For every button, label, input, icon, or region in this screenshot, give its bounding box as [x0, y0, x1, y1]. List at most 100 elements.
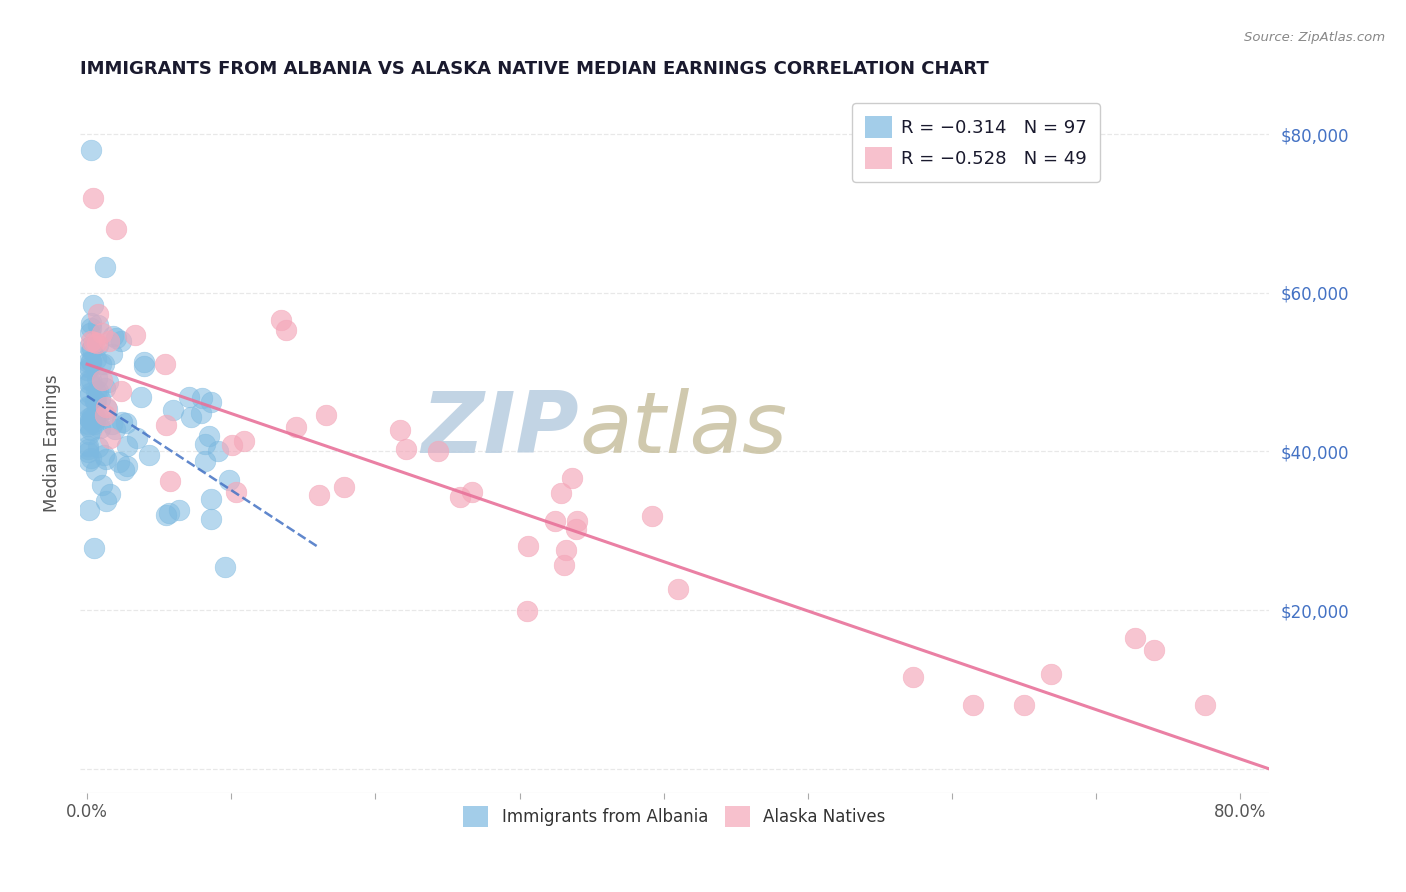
Text: IMMIGRANTS FROM ALBANIA VS ALASKA NATIVE MEDIAN EARNINGS CORRELATION CHART: IMMIGRANTS FROM ALBANIA VS ALASKA NATIVE…: [80, 60, 988, 78]
Point: [86, 370, 108, 384]
Point: [77, 410, 100, 425]
Point: [76, 417, 98, 431]
Point: [80, 321, 103, 335]
Point: [101, 347, 124, 361]
Point: [191, 392, 214, 406]
Point: [565, 522, 588, 536]
Point: [200, 395, 222, 409]
Point: [76, 442, 98, 456]
Point: [86, 338, 108, 352]
Point: [134, 354, 156, 368]
Point: [86, 336, 108, 351]
Point: [77, 439, 100, 453]
Point: [214, 560, 236, 574]
Point: [77, 355, 100, 369]
Point: [80, 341, 103, 355]
Point: [76, 362, 98, 376]
Point: [77, 340, 100, 354]
Point: [138, 448, 160, 462]
Point: [315, 409, 337, 423]
Point: [1012, 698, 1035, 713]
Point: [198, 429, 221, 443]
Point: [97, 334, 120, 348]
Point: [76, 419, 98, 434]
Text: atlas: atlas: [579, 388, 787, 471]
Point: [94, 260, 117, 274]
Point: [270, 313, 292, 327]
Point: [83, 541, 105, 555]
Point: [516, 604, 538, 618]
Point: [91, 477, 114, 491]
Point: [86, 318, 108, 332]
Point: [180, 410, 202, 425]
Point: [153, 357, 176, 371]
Point: [94, 401, 117, 415]
Point: [125, 431, 148, 445]
Point: [87, 307, 110, 321]
Point: [333, 480, 356, 494]
Point: [77, 445, 100, 459]
Point: [110, 334, 132, 348]
Point: [80, 451, 103, 466]
Point: [668, 582, 690, 596]
Y-axis label: Median Earnings: Median Earnings: [44, 375, 60, 512]
Point: [90, 374, 112, 388]
Point: [79, 386, 101, 401]
Point: [84, 410, 107, 425]
Point: [388, 423, 411, 437]
Point: [221, 438, 243, 452]
Point: [104, 422, 127, 436]
Point: [82, 298, 104, 312]
Point: [83, 334, 105, 349]
Point: [517, 539, 540, 553]
Point: [94, 408, 117, 422]
Point: [80, 355, 103, 369]
Point: [82, 191, 104, 205]
Point: [155, 508, 177, 523]
Point: [427, 444, 450, 458]
Point: [112, 463, 135, 477]
Point: [89, 420, 111, 434]
Point: [115, 416, 138, 430]
Point: [132, 359, 155, 373]
Point: [76, 401, 98, 415]
Legend: Immigrants from Albania, Alaska Natives: Immigrants from Albania, Alaska Natives: [457, 799, 893, 833]
Point: [77, 360, 100, 375]
Point: [108, 455, 131, 469]
Point: [232, 434, 254, 448]
Point: [162, 403, 184, 417]
Point: [86, 440, 108, 454]
Point: [159, 475, 181, 489]
Point: [79, 376, 101, 391]
Point: [105, 331, 128, 345]
Point: [94, 494, 117, 508]
Point: [84, 395, 107, 409]
Point: [962, 698, 984, 713]
Point: [89, 392, 111, 406]
Point: [200, 512, 222, 526]
Point: [225, 484, 247, 499]
Point: [117, 439, 139, 453]
Point: [117, 458, 139, 473]
Point: [77, 426, 100, 441]
Point: [98, 431, 121, 445]
Point: [190, 406, 212, 420]
Point: [93, 448, 115, 462]
Point: [91, 326, 114, 341]
Point: [131, 391, 153, 405]
Point: [395, 442, 418, 456]
Point: [101, 417, 124, 431]
Point: [82, 412, 104, 426]
Point: [276, 323, 298, 337]
Point: [157, 506, 180, 520]
Point: [554, 543, 576, 558]
Point: [200, 492, 222, 507]
Point: [80, 343, 103, 357]
Point: [83, 410, 105, 425]
Point: [94, 452, 117, 467]
Point: [111, 415, 134, 429]
Point: [110, 384, 132, 398]
Point: [550, 486, 572, 500]
Point: [84, 393, 107, 408]
Point: [87, 410, 110, 425]
